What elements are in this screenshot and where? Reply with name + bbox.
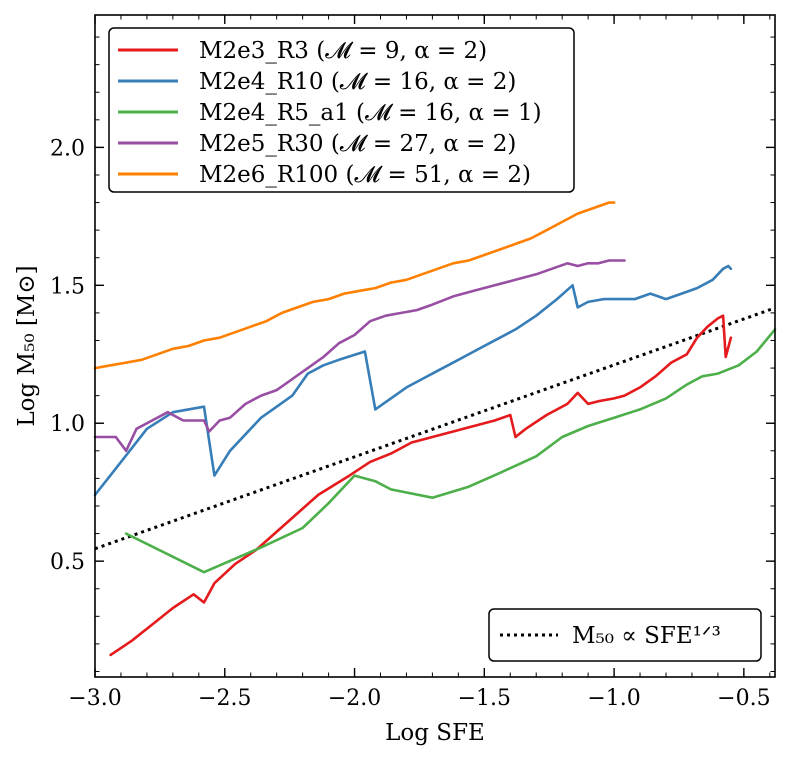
series-legend-box [108, 27, 575, 193]
reference-legend-box [488, 608, 762, 662]
y-tick-label: 1.0 [50, 412, 85, 437]
y-tick-label: 1.5 [50, 274, 85, 299]
series-legend: M2e3_R3 (𝓜 = 9, α = 2) M2e4_R10 (𝓜 = 16, … [108, 27, 575, 193]
plot-frame [94, 14, 776, 678]
reference-line [94, 306, 776, 551]
x-tick-label: −0.5 [717, 686, 770, 711]
legend-label-4: M2e5_R30 (𝓜 = 27, α = 2) [199, 131, 516, 157]
x-tick-label: −2.0 [328, 686, 381, 711]
y-tick-label: 0.5 [50, 550, 85, 575]
x-tick-label: −1.0 [587, 686, 640, 711]
x-tick-label: −3.0 [68, 686, 121, 711]
tick-labels-layer: −3.0 −2.5 −2.0 −1.5 −1.0 −0.5 0.5 1.0 1.5 2.0 [50, 136, 771, 711]
series-line-4 [93, 259, 626, 453]
series-line-1 [109, 314, 733, 657]
series-legend-entries: M2e3_R3 (𝓜 = 9, α = 2) M2e4_R10 (𝓜 = 16, … [118, 38, 542, 188]
legend-label-2: M2e4_R10 (𝓜 = 16, α = 2) [199, 69, 516, 95]
x-tick-label: −1.5 [458, 686, 511, 711]
x-axis-label: Log SFE [385, 720, 485, 746]
y-tick-label: 2.0 [50, 136, 85, 161]
x-tick-label: −2.5 [198, 686, 251, 711]
reference-legend-label: M₅₀ ∝ SFE¹ᐟ³ [572, 623, 721, 649]
series-line-5 [93, 201, 616, 370]
legend-label-3: M2e4_R5_a1 (𝓜 = 16, α = 1) [199, 100, 542, 126]
series-line-3 [124, 328, 777, 574]
series-line-2 [93, 264, 733, 497]
legend-label-1: M2e3_R3 (𝓜 = 9, α = 2) [199, 38, 487, 64]
series-layer [93, 201, 777, 657]
reference-legend: M₅₀ ∝ SFE¹ᐟ³ [488, 608, 762, 662]
y-axis-label: Log M₅₀ [M⊙] [14, 265, 40, 426]
legend-label-5: M2e6_R100 (𝓜 = 51, α = 2) [199, 162, 531, 188]
